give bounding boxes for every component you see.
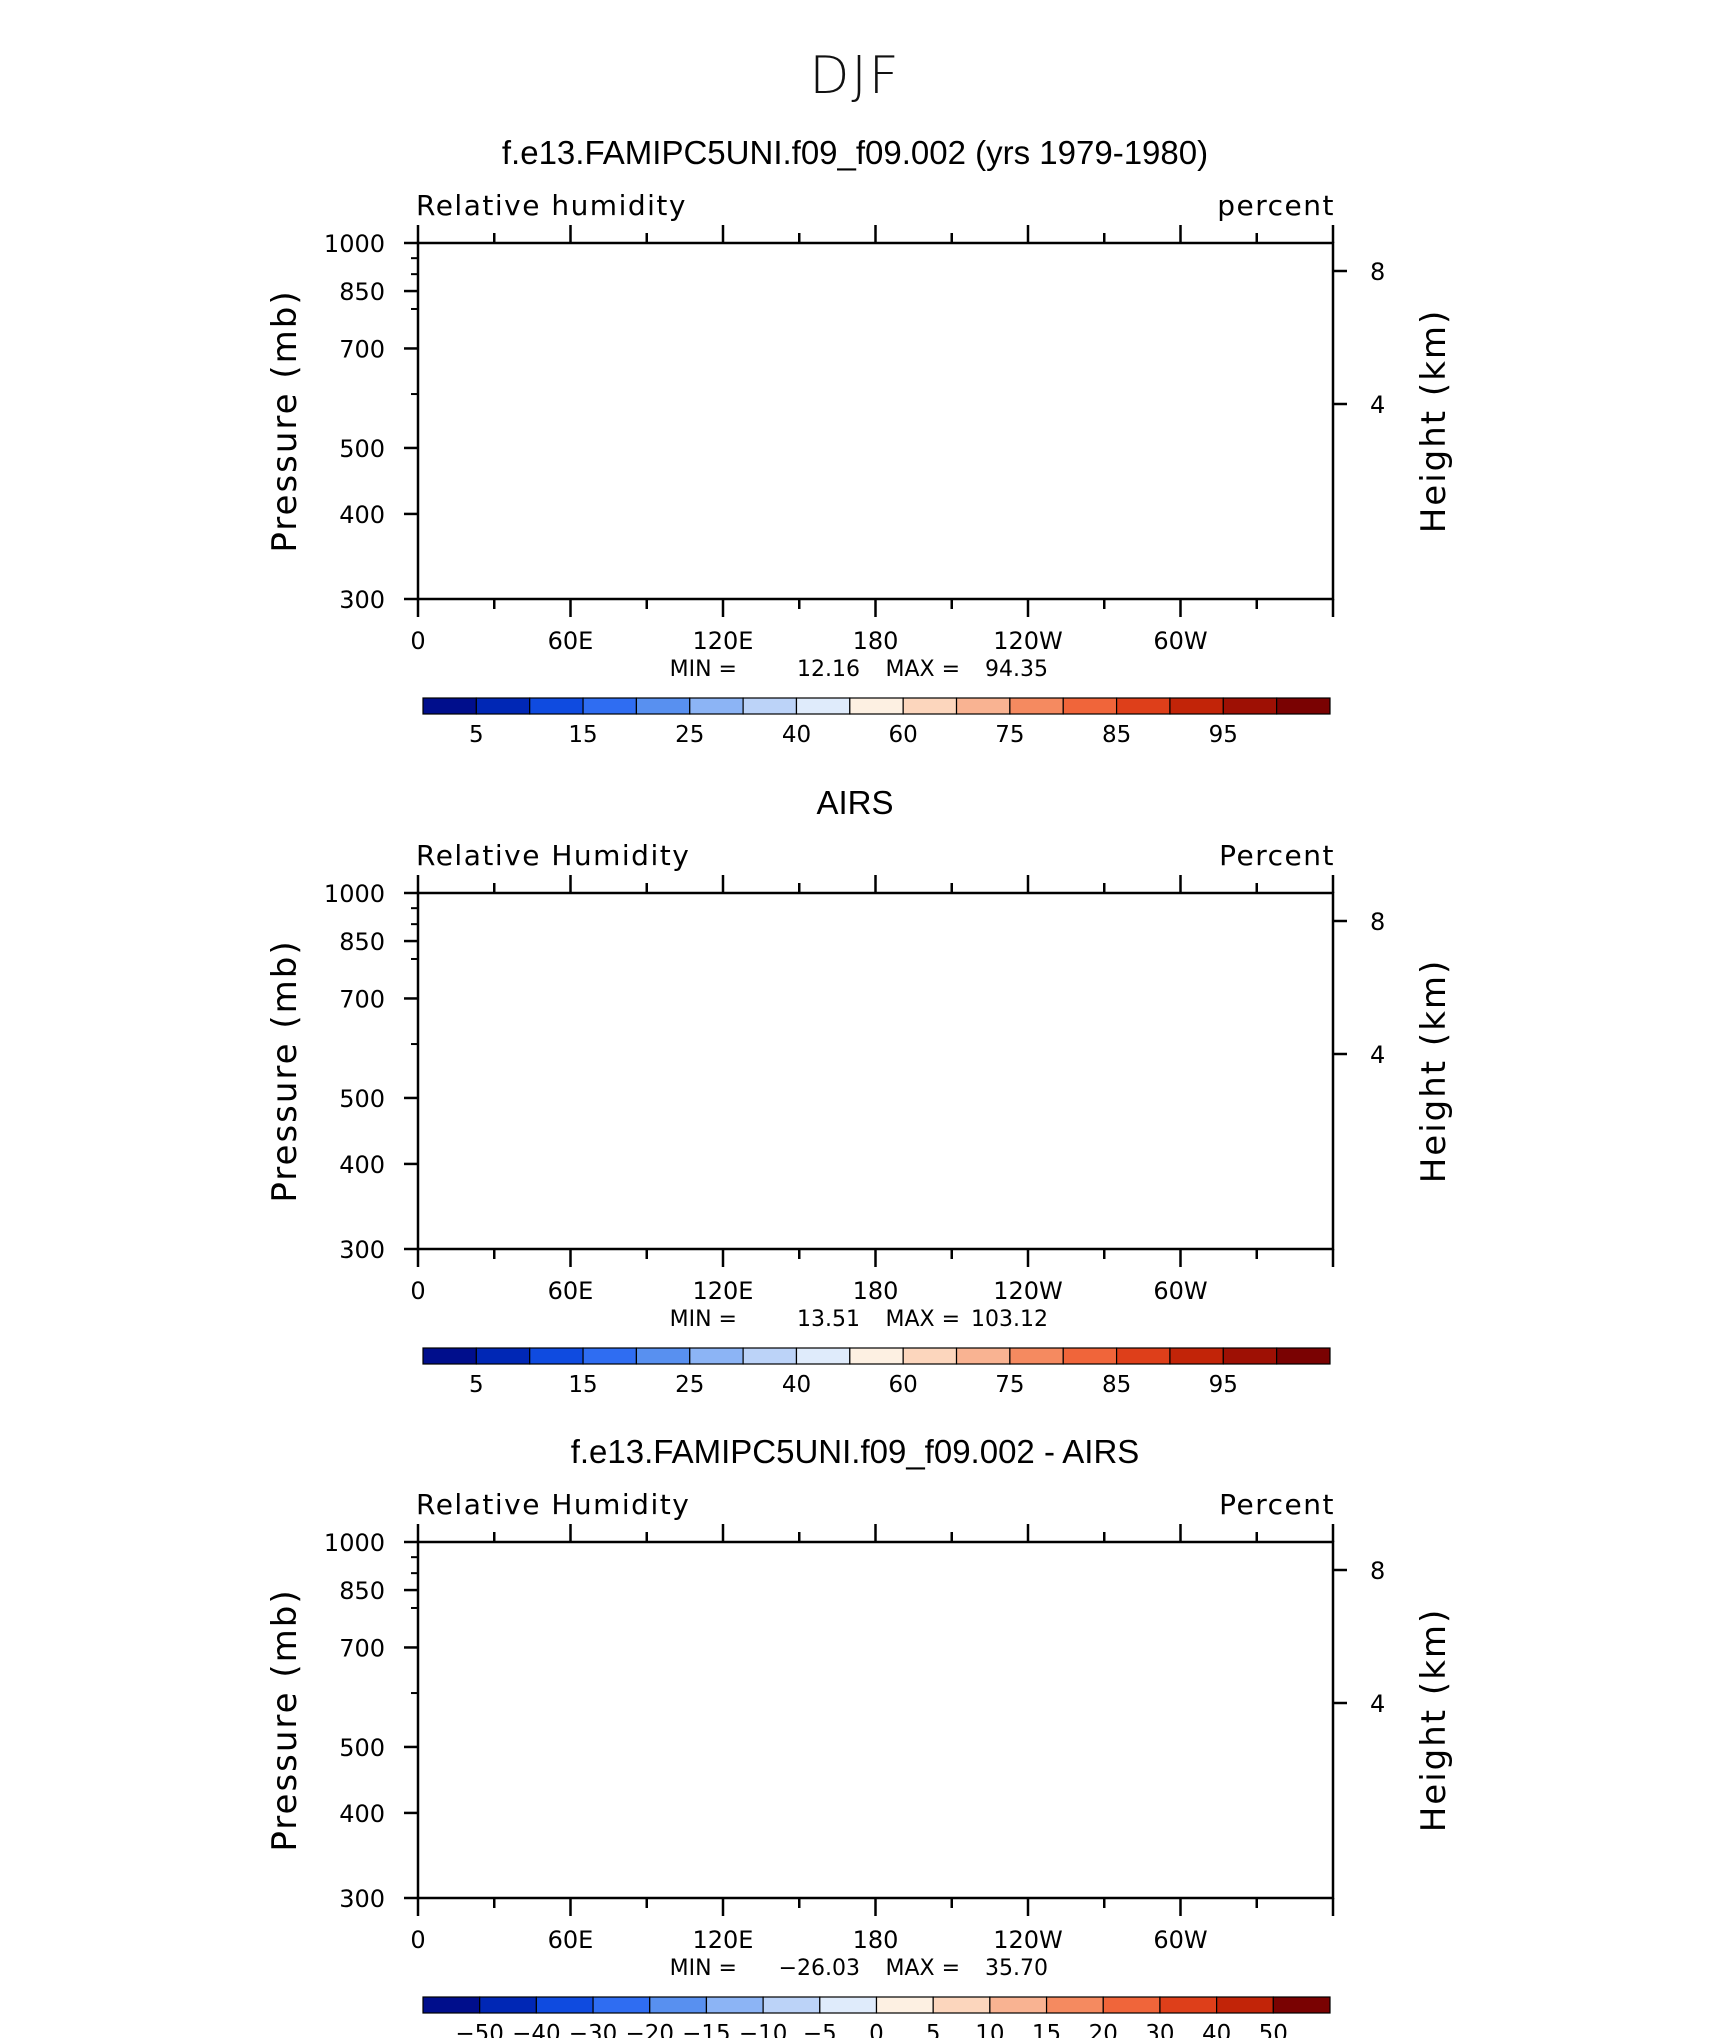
colorbar-swatch bbox=[475, 697, 531, 715]
colorbar-label: 85 bbox=[1102, 722, 1131, 748]
y-tick-label: 1000 bbox=[324, 230, 385, 258]
y-tick-label: 400 bbox=[339, 501, 385, 529]
colorbar-swatch bbox=[1115, 697, 1171, 715]
colorbar-swatch bbox=[1169, 697, 1224, 715]
colorbar-label: 5 bbox=[469, 722, 484, 748]
colorbar-swatch bbox=[1276, 697, 1331, 715]
y-tick-label: 850 bbox=[339, 278, 385, 306]
colorbar-label: 40 bbox=[782, 722, 811, 748]
colorbar-label: 60 bbox=[889, 722, 918, 748]
season-title: DJF bbox=[809, 46, 901, 106]
panel-title: AIRS bbox=[816, 784, 893, 821]
y-tick-label: 300 bbox=[339, 586, 385, 614]
colorbar-swatch bbox=[902, 697, 958, 715]
x-tick-label: 60W bbox=[1153, 627, 1207, 655]
panel-title: f.e13.FAMIPC5UNI.f09_f09.002 (yrs 1979-1… bbox=[502, 134, 1208, 171]
stats-max-label: MAX = bbox=[885, 657, 960, 682]
colorbar-swatch bbox=[795, 697, 851, 715]
colorbar-label: 15 bbox=[568, 722, 597, 748]
y-right-axis-title: Height (km) bbox=[1414, 309, 1454, 534]
units-label: percent bbox=[1217, 189, 1335, 222]
x-tick-label: 120W bbox=[993, 627, 1063, 655]
stats-max-value: 94.35 bbox=[985, 657, 1048, 682]
plot-frame bbox=[416, 241, 1335, 601]
colorbar-swatch bbox=[1222, 697, 1278, 715]
colorbar-swatch bbox=[1009, 697, 1064, 715]
x-tick-label: 0 bbox=[410, 627, 425, 655]
x-tick-label: 120E bbox=[693, 627, 754, 655]
colorbar: 5 15 25 40 60 75 85 95 bbox=[422, 697, 1331, 748]
colorbar-swatch bbox=[582, 697, 638, 715]
colorbar-swatch bbox=[742, 697, 798, 715]
stats-min-value: 12.16 bbox=[797, 657, 860, 682]
colorbar-swatch bbox=[1062, 697, 1118, 715]
x-tick-label: 180 bbox=[853, 627, 899, 655]
colorbar-swatch bbox=[689, 697, 744, 715]
colorbar-swatch bbox=[849, 697, 904, 715]
y-axis-title: Pressure (mb) bbox=[265, 289, 305, 552]
units-label: Percent bbox=[1219, 839, 1335, 872]
colorbar-label: 25 bbox=[675, 722, 704, 748]
x-tick-label: 60E bbox=[548, 627, 594, 655]
colorbar-swatch bbox=[422, 697, 477, 715]
colorbar-swatch bbox=[955, 697, 1011, 715]
y-right-tick-label: 8 bbox=[1370, 258, 1385, 286]
y-tick-label: 700 bbox=[339, 335, 385, 363]
colorbar-label: 75 bbox=[995, 722, 1024, 748]
y-right-tick-label: 4 bbox=[1370, 391, 1385, 419]
y-tick-label: 500 bbox=[339, 435, 385, 463]
variable-label: Relative humidity bbox=[416, 189, 687, 222]
colorbar-swatch bbox=[635, 697, 691, 715]
panel-1: f.e13.FAMIPC5UNI.f09_f09.002 (yrs 1979-1… bbox=[265, 134, 1454, 748]
stats-min-label: MIN = bbox=[670, 657, 737, 682]
colorbar-label: 95 bbox=[1209, 722, 1238, 748]
variable-label: Relative Humidity bbox=[416, 839, 690, 872]
colorbar-swatch bbox=[529, 697, 584, 715]
